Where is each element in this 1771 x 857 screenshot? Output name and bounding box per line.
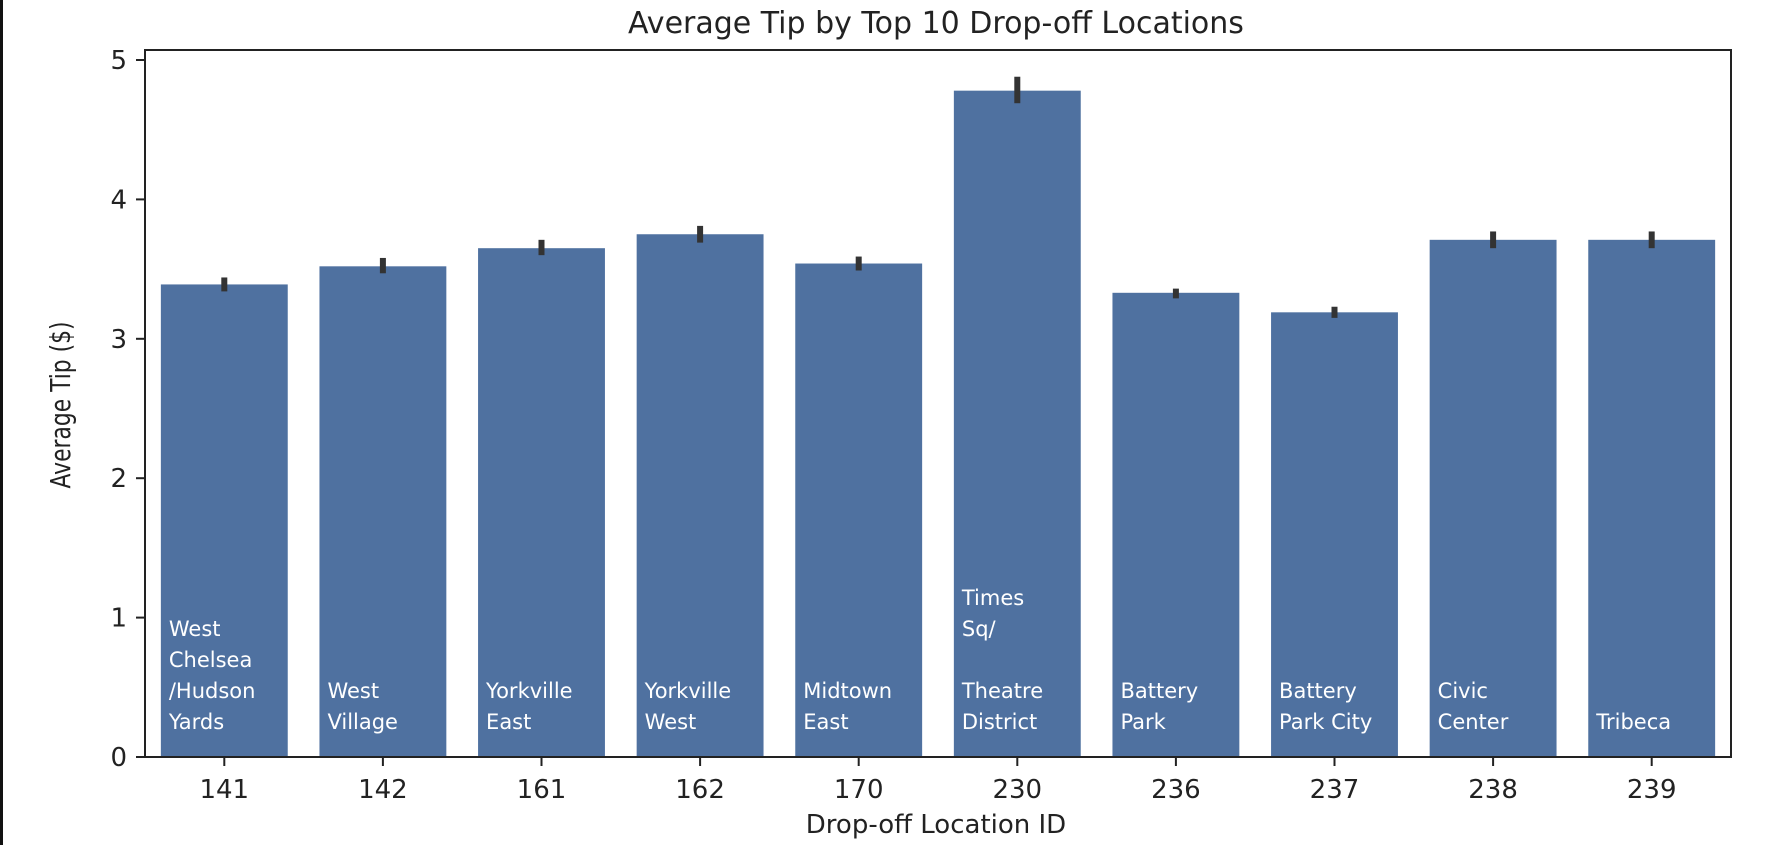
bar-label-238: Civic Center: [1438, 679, 1509, 734]
bar-161: [478, 248, 605, 757]
y-tick-label-0: 0: [110, 743, 127, 773]
x-tick-label-142: 142: [358, 775, 408, 805]
error-bars-group: [221, 76, 1655, 318]
y-tick-label-4: 4: [110, 185, 127, 215]
y-axis-label: Average Tip ($): [44, 321, 76, 488]
y-tick-label-3: 3: [110, 325, 127, 355]
bar-labels-group: West Chelsea/Hudson Yards West Village Yorkvi…: [168, 586, 1671, 734]
bar-label-170: Midtown East: [803, 679, 892, 734]
chart-title: Average Tip by Top 10 Drop-off Locations: [628, 6, 1244, 41]
y-tick-label-2: 2: [110, 464, 127, 494]
y-tick-label-1: 1: [110, 604, 127, 634]
bar-label-142: West Village: [327, 679, 398, 734]
x-tick-label-238: 238: [1468, 775, 1518, 805]
plot-frame: [144, 49, 1732, 758]
x-tick-label-162: 162: [675, 775, 725, 805]
bar-238: [1429, 239, 1557, 758]
bar-141: [160, 284, 288, 757]
bar-label-141: West Chelsea/Hudson Yards: [168, 617, 256, 734]
bar-236: [1112, 292, 1240, 757]
x-tick-label-230: 230: [992, 775, 1042, 805]
left-edge-rule: [0, 0, 3, 845]
bar-label-237: Battery Park City: [1279, 679, 1372, 734]
bars-group: [160, 90, 1716, 758]
x-tick-label-236: 236: [1151, 775, 1201, 805]
x-tick-label-141: 141: [199, 775, 249, 805]
bar-170: [795, 263, 923, 757]
x-axis: 141 142 161 162 170 230 236 237 238 239: [199, 757, 1677, 805]
y-tick-label-5: 5: [110, 46, 127, 76]
x-tick-label-161: 161: [517, 775, 567, 805]
bar-label-236: Battery Park: [1120, 679, 1198, 734]
bar-239: [1588, 239, 1716, 758]
x-tick-label-237: 237: [1310, 775, 1360, 805]
x-tick-label-170: 170: [834, 775, 884, 805]
bar-label-239: Tribeca: [1595, 710, 1671, 734]
x-tick-label-239: 239: [1627, 775, 1677, 805]
bar-237: [1271, 312, 1398, 757]
y-axis: 0 1 2 3 4 5: [110, 46, 145, 773]
bar-label-162: Yorkville West: [644, 679, 732, 734]
x-axis-label: Drop-off Location ID: [806, 810, 1066, 840]
bar-162: [636, 234, 764, 757]
bar-230: [953, 90, 1081, 758]
bar-label-230: Times Sq/Theatre District: [961, 586, 1043, 734]
bar-142: [319, 266, 447, 757]
bar-label-161: Yorkville East: [485, 679, 573, 734]
